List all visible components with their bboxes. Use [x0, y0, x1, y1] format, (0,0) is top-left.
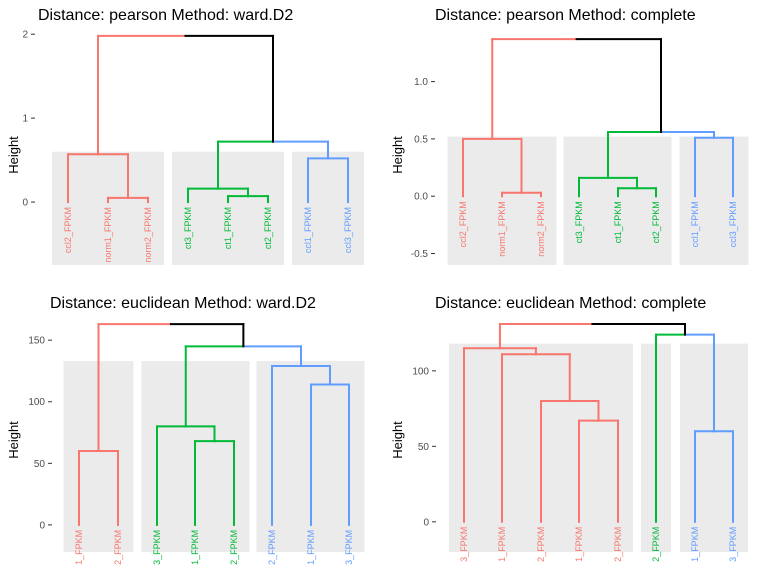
cluster-box-1 [52, 151, 164, 265]
leaf-label: 3_FPKM [728, 527, 738, 562]
y-axis-title: Height [390, 136, 405, 174]
leaf-label: 2_FPKM [651, 527, 661, 562]
leaf-label: 1_FPKM [74, 530, 84, 565]
panel-pearson-complete: Distance: pearson Method: complete Heigh… [390, 7, 749, 265]
y-tick-label: 100 [28, 397, 45, 408]
leaf-label: norm2_FPKM [143, 207, 153, 263]
cluster-box-1 [447, 136, 557, 265]
leaf-label: ccl2_FPKM [63, 207, 73, 253]
leaf-label: norm1_FPKM [497, 201, 507, 257]
y-tick-label: 0.0 [414, 192, 428, 203]
leaf-label: 1_FPKM [690, 527, 700, 562]
leaf-label: ct1_FPKM [613, 201, 623, 243]
leaf-label: ccl2_FPKM [458, 201, 468, 247]
y-tick-label: -0.5 [411, 249, 429, 260]
y-tick-label: 100 [412, 366, 429, 377]
y-tick-label: 150 [28, 336, 45, 347]
y-tick-label: 1.0 [414, 77, 428, 88]
leaf-label: 2_FPKM [113, 530, 123, 565]
y-tick-label: 0.5 [414, 134, 428, 145]
leaf-label: 1_FPKM [306, 530, 316, 565]
cluster-box-2 [172, 151, 284, 265]
leaf-label: ccl3_FPKM [728, 201, 738, 247]
leaf-label: ct2_FPKM [263, 207, 273, 249]
leaf-label: 2_FPKM [267, 530, 277, 565]
leaf-label: ccl1_FPKM [303, 207, 313, 253]
cluster-box-3 [679, 136, 749, 265]
panel-euclidean-complete: Distance: euclidean Method: complete Hei… [390, 295, 748, 562]
leaf-label: 3_FPKM [152, 530, 162, 565]
panel-title: Distance: pearson Method: ward.D2 [38, 7, 293, 24]
panel-title: Distance: pearson Method: complete [435, 7, 696, 24]
leaf-label: norm1_FPKM [103, 207, 113, 263]
leaf-label: ct2_FPKM [651, 201, 661, 243]
leaf-label: ccl3_FPKM [343, 207, 353, 253]
leaf-label: 1_FPKM [190, 530, 200, 565]
leaf-label: 3_FPKM [344, 530, 354, 565]
leaf-label: 2_FPKM [536, 527, 546, 562]
y-axis-title: Height [6, 421, 21, 459]
panel-title: Distance: euclidean Method: ward.D2 [50, 295, 316, 312]
y-tick-label: 0 [423, 517, 429, 528]
panel-title: Distance: euclidean Method: complete [435, 295, 706, 312]
leaf-label: 1_FPKM [574, 527, 584, 562]
leaf-label: ct3_FPKM [183, 207, 193, 249]
leaf-label: 2_FPKM [613, 527, 623, 562]
leaf-label: ct3_FPKM [574, 201, 584, 243]
y-tick-label: 50 [34, 459, 46, 470]
leaf-label: 3_FPKM [459, 527, 469, 562]
y-tick-label: 0 [39, 520, 45, 531]
panel-euclidean-ward: Distance: euclidean Method: ward.D2 Heig… [6, 295, 365, 565]
leaf-label: 1_FPKM [497, 527, 507, 562]
cluster-box-2 [563, 136, 672, 265]
leaf-label: 2_FPKM [229, 530, 239, 565]
leaf-label: norm2_FPKM [536, 201, 546, 257]
y-tick-label: 50 [418, 442, 430, 453]
leaf-label: ct1_FPKM [223, 207, 233, 249]
y-tick-label: 1 [22, 114, 28, 125]
leaf-label: ccl1_FPKM [690, 201, 700, 247]
y-tick-label: 0 [22, 198, 28, 209]
y-axis-title: Height [6, 136, 21, 174]
cluster-box-3 [292, 151, 364, 265]
panel-pearson-ward: Distance: pearson Method: ward.D2 Height… [6, 7, 364, 265]
y-tick-label: 2 [22, 30, 28, 41]
y-axis-title: Height [390, 421, 405, 459]
